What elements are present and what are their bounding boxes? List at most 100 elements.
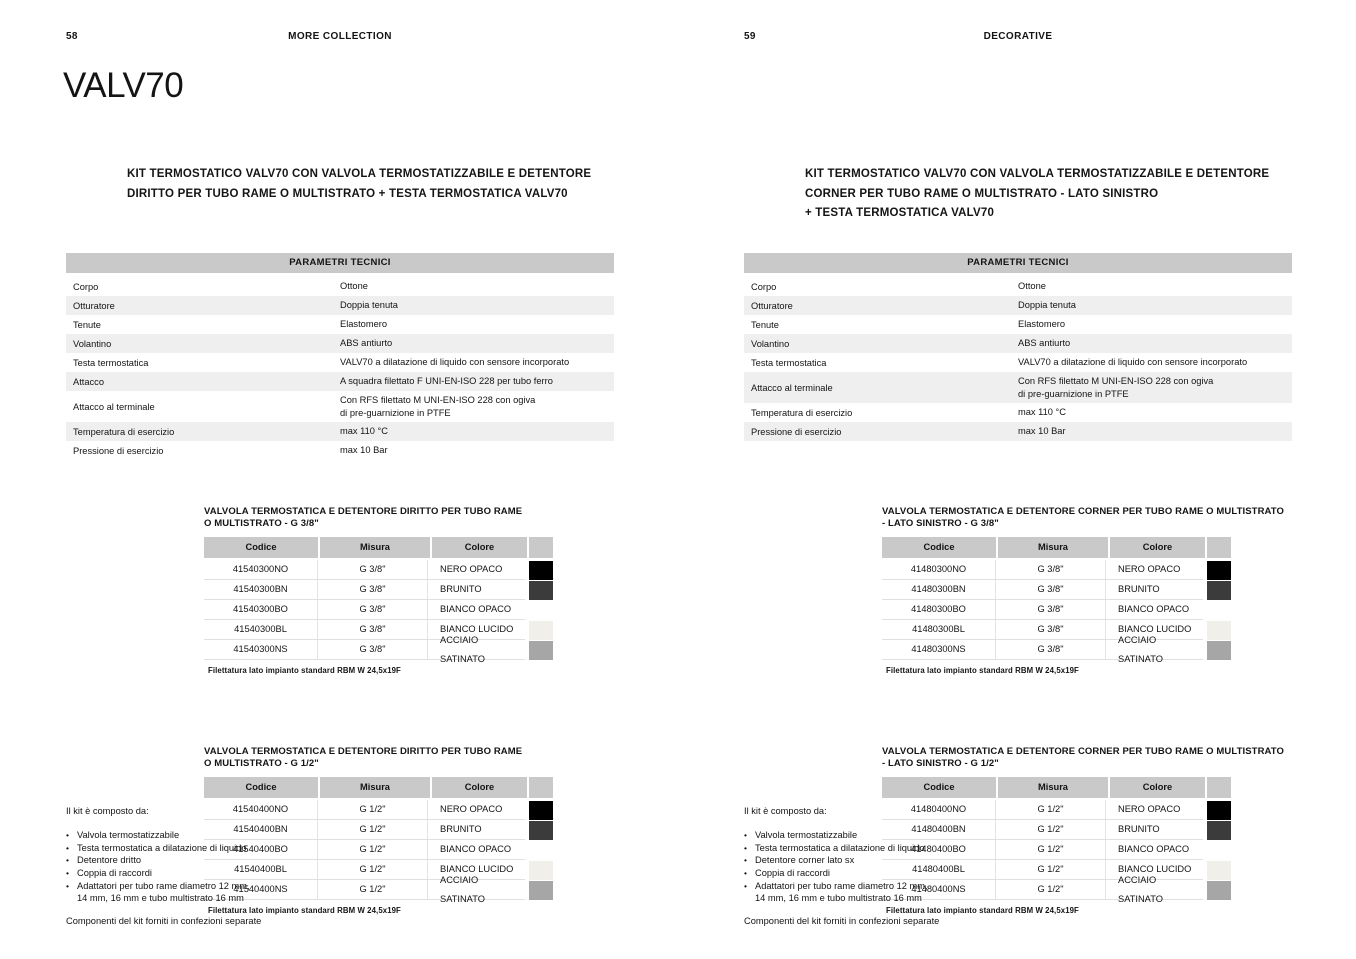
color-swatch: [1207, 641, 1231, 660]
color-swatch: [1207, 621, 1231, 640]
table-row: Attacco al terminale Con RFS filettato M …: [744, 372, 1292, 403]
kit-heading: KIT TERMOSTATICO VALV70 CON VALVOLA TERM…: [805, 168, 1270, 219]
kit-items: Valvola termostatizzabile Testa termosta…: [66, 830, 284, 905]
table-row: 41480300NS G 3/8" ACCIAIO SATINATO: [882, 635, 1231, 664]
column-header-colore: Colore: [432, 537, 527, 558]
technical-parameters-table: PARAMETRI TECNICI Corpo Ottone Otturatore…: [66, 253, 614, 460]
parameters-rows: Corpo Ottone Otturatore Doppia tenuta Tenu…: [744, 277, 1292, 441]
parameters-table-title: PARAMETRI TECNICI: [744, 253, 1292, 273]
table-row: 41480300NO G 3/8" NERO OPACO: [882, 560, 1231, 580]
page-number: 59: [744, 31, 756, 42]
table-row: Attacco A squadra filettato F UNI-EN-ISO …: [66, 372, 614, 391]
thread-note: Filettatura lato impianto standard RBM W…: [886, 666, 1079, 675]
table-row: Pressione di esercizio max 10 Bar: [73, 445, 388, 456]
table-row: Temperatura di esercizio max 110 °C: [751, 407, 1066, 418]
color-swatch: [529, 581, 553, 600]
column-header-codice: Codice: [204, 537, 318, 558]
column-header-swatch: [1207, 777, 1231, 798]
product-table-title: VALVOLA TERMOSTATICA E DETENTORE CORNER …: [882, 506, 1285, 529]
table-row: Testa termostatica VALV70 a dilatazione d…: [73, 357, 570, 368]
color-swatch: [1207, 821, 1231, 840]
table-row: 41540300BO G 3/8" BIANCO OPACO: [204, 600, 553, 620]
list-item: Detentore dritto: [66, 855, 284, 867]
list-item: Coppia di raccordi: [66, 868, 284, 880]
list-item: Detentore corner lato sx: [744, 855, 962, 867]
list-item: Testa termostatica a dilatazione di liqu…: [66, 843, 284, 855]
collection-header: DECORATIVE: [983, 31, 1053, 42]
product-table-g38: VALVOLA TERMOSTATICA E DETENTORE DIRITTO…: [204, 506, 553, 675]
color-swatch: [1207, 881, 1231, 900]
product-table-body: 41540300NO G 3/8" NERO OPACO 41540300BN G 3…: [204, 560, 553, 664]
table-row: 41480300BO G 3/8" BIANCO OPACO: [882, 600, 1231, 620]
table-row: 41540300NS G 3/8" ACCIAIO SATINATO: [204, 635, 553, 664]
kit-footer: Componenti del kit forniti in confezioni…: [744, 915, 940, 926]
list-item: Valvola termostatizzabile: [66, 830, 284, 842]
color-swatch: [529, 641, 553, 660]
color-swatch: [529, 821, 553, 840]
table-row: 41540300BN G 3/8" BRUNITO: [204, 580, 553, 600]
product-table-header: Codice Misura Colore: [204, 777, 553, 798]
table-row: 41540400NO G 1/2" NERO OPACO: [204, 800, 553, 820]
table-row: 41480400NO G 1/2" NERO OPACO: [882, 800, 1231, 820]
thread-note: Filettatura lato impianto standard RBM W…: [208, 666, 401, 675]
color-swatch: [1207, 861, 1231, 880]
table-row: Volantino ABS antiurto: [744, 334, 1292, 353]
product-table-title: VALVOLA TERMOSTATICA E DETENTORE CORNER …: [882, 746, 1285, 769]
page-58: 58 MORE COLLECTION VALV70 KIT TERMOSTATI…: [0, 0, 678, 959]
list-item: Adattatori per tubo rame diametro 12 mm,…: [744, 881, 962, 905]
column-header-misura: Misura: [320, 777, 430, 798]
column-header-swatch: [529, 537, 553, 558]
color-swatch: [1207, 801, 1231, 820]
product-table-title: VALVOLA TERMOSTATICA E DETENTORE DIRITTO…: [204, 746, 523, 769]
thread-note: Filettatura lato impianto standard RBM W…: [208, 906, 401, 915]
table-row: Tenute Elastomero: [751, 319, 1066, 330]
product-table-header: Codice Misura Colore: [882, 537, 1231, 558]
kit-composition: Il kit è composto da: Valvola termostati…: [744, 806, 962, 927]
kit-heading: KIT TERMOSTATICO VALV70 CON VALVOLA TERM…: [127, 168, 592, 200]
table-row: Attacco al terminale Con RFS filettato M …: [73, 395, 536, 418]
column-header-colore: Colore: [1110, 537, 1205, 558]
column-header-misura: Misura: [998, 777, 1108, 798]
color-swatch: [1207, 581, 1231, 600]
parameters-rows: Corpo Ottone Otturatore Doppia tenuta Tenu…: [66, 277, 614, 460]
table-row: 41540300NO G 3/8" NERO OPACO: [204, 560, 553, 580]
column-header-colore: Colore: [432, 777, 527, 798]
kit-intro: Il kit è composto da:: [744, 806, 827, 816]
product-table-title: VALVOLA TERMOSTATICA E DETENTORE DIRITTO…: [204, 506, 523, 529]
kit-composition: Il kit è composto da: Valvola termostati…: [66, 806, 284, 927]
table-row: Corpo Ottone: [751, 281, 1046, 292]
color-swatch: [529, 861, 553, 880]
color-swatch: [529, 601, 553, 620]
color-swatch: [1207, 841, 1231, 860]
table-row: Tenute Elastomero: [73, 319, 388, 330]
color-swatch: [529, 621, 553, 640]
column-header-misura: Misura: [320, 537, 430, 558]
color-swatch: [1207, 561, 1231, 580]
product-table-header: Codice Misura Colore: [204, 537, 553, 558]
column-header-codice: Codice: [204, 777, 318, 798]
column-header-swatch: [529, 777, 553, 798]
table-row: Temperatura di esercizio max 110 °C: [66, 422, 614, 441]
table-row: Testa termostatica VALV70 a dilatazione d…: [751, 357, 1248, 368]
column-header-swatch: [1207, 537, 1231, 558]
page-59: 59 DECORATIVE KIT TERMOSTATICO VALV70 CO…: [678, 0, 1356, 959]
table-row: Otturatore Doppia tenuta: [66, 296, 614, 315]
table-row: Corpo Ottone: [73, 281, 368, 292]
table-row: Pressione di esercizio max 10 Bar: [744, 422, 1292, 441]
column-header-codice: Codice: [882, 537, 996, 558]
list-item: Coppia di raccordi: [744, 868, 962, 880]
collection-header: MORE COLLECTION: [288, 31, 392, 42]
table-row: 41480300BL G 3/8" BIANCO LUCIDO: [882, 620, 1231, 640]
column-header-codice: Codice: [882, 777, 996, 798]
table-row: 41540300BL G 3/8" BIANCO LUCIDO: [204, 620, 553, 640]
kit-items: Valvola termostatizzabile Testa termosta…: [744, 830, 962, 905]
color-swatch: [529, 841, 553, 860]
list-item: Adattatori per tubo rame diametro 12 mm,…: [66, 881, 284, 905]
parameters-table-title: PARAMETRI TECNICI: [66, 253, 614, 273]
color-swatch: [529, 881, 553, 900]
product-table-header: Codice Misura Colore: [882, 777, 1231, 798]
thread-note: Filettatura lato impianto standard RBM W…: [886, 906, 1079, 915]
color-swatch: [1207, 601, 1231, 620]
table-row: 41480300BN G 3/8" BRUNITO: [882, 580, 1231, 600]
